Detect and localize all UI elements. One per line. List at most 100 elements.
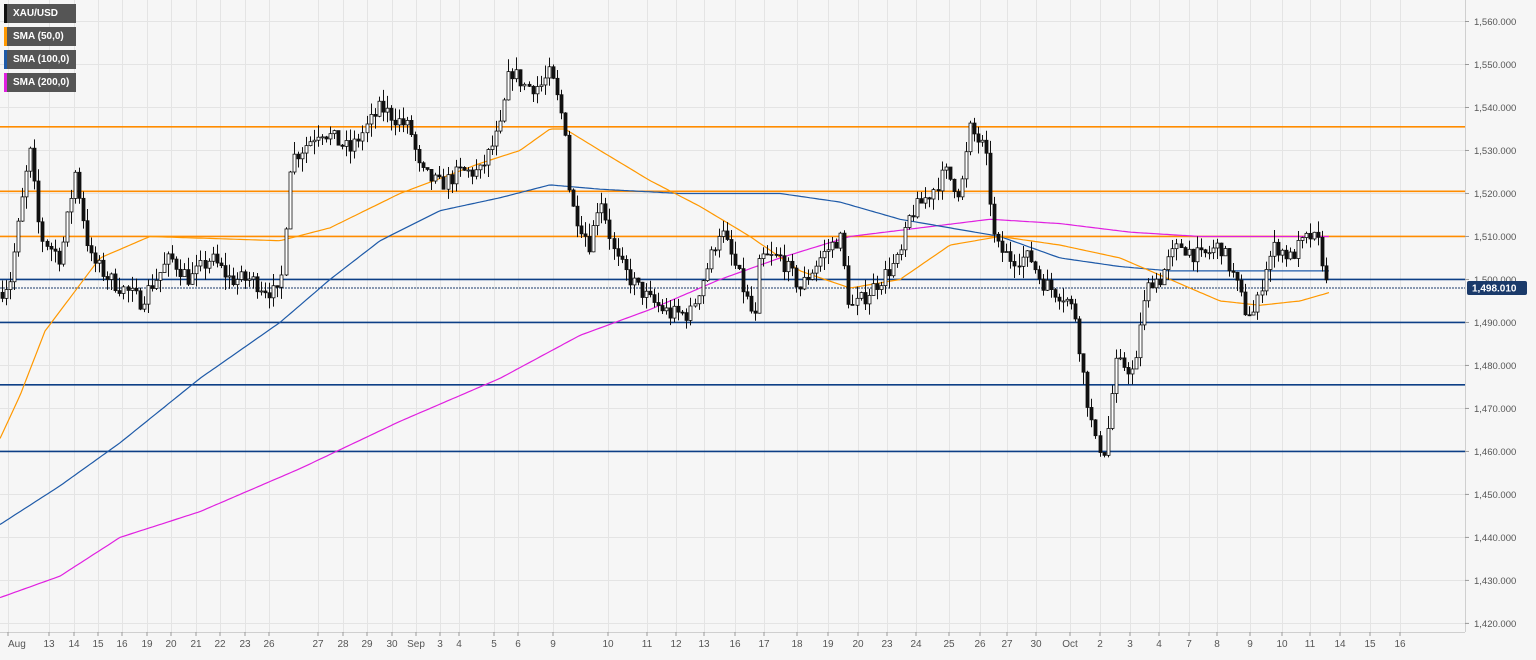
x-tick-label: 15: [1364, 639, 1376, 650]
candle-bear: [636, 277, 641, 283]
candle-bull: [73, 171, 78, 199]
candle-bear: [49, 245, 54, 250]
candle-bear: [401, 118, 406, 126]
candle-bull: [931, 189, 936, 200]
candle-bear: [1324, 265, 1329, 281]
candle-bull: [190, 273, 195, 285]
candle-bear: [948, 166, 953, 180]
legend-item-sma200[interactable]: SMA (200,0): [4, 73, 77, 92]
candle-bear: [243, 271, 248, 281]
candle-bear: [1231, 270, 1236, 273]
candle-bull: [130, 287, 135, 291]
x-tick-label: 20: [852, 639, 864, 650]
candle-bull: [814, 265, 819, 274]
candle-bull: [1114, 357, 1119, 394]
candle-bear: [482, 164, 487, 167]
candle-bull: [915, 198, 920, 218]
candle-bull: [644, 290, 649, 298]
candle-bear: [1203, 249, 1208, 254]
candle-bull: [454, 166, 459, 185]
candle-bull: [802, 276, 807, 290]
candle-bear: [381, 100, 386, 113]
candle-bull: [672, 305, 677, 319]
candle-bull: [259, 290, 264, 293]
candle-bear: [518, 69, 523, 87]
candle-bear: [77, 171, 82, 199]
candle-bull: [12, 251, 17, 283]
moving-averages: [0, 128, 1330, 599]
x-tick-label: 26: [263, 639, 275, 650]
x-tick-label: 9: [1247, 639, 1253, 650]
x-tick-label: 9: [550, 639, 556, 650]
candle-bear: [89, 245, 94, 254]
sma50-line: [0, 128, 1330, 439]
candle-bull: [838, 232, 843, 249]
x-tick-label: 27: [1001, 639, 1013, 650]
x-tick-label: 21: [190, 639, 202, 650]
candle-bear: [834, 241, 839, 249]
candle-bear: [1227, 248, 1232, 272]
candle-bull: [490, 145, 495, 150]
candle-bear: [607, 219, 612, 239]
candle-bull: [211, 253, 216, 262]
candle-bull: [182, 269, 187, 278]
candle-bear: [992, 203, 997, 235]
x-tick-label: 24: [910, 639, 922, 650]
candle-bull: [227, 275, 232, 278]
candle-bear: [1093, 419, 1098, 437]
x-tick-label: 3: [1127, 639, 1133, 650]
y-tick-label: 1,510.000: [1474, 232, 1516, 243]
y-tick-label: 1,530.000: [1474, 146, 1516, 157]
x-tick-label: 19: [822, 639, 834, 650]
candle-bear: [624, 259, 629, 271]
candle-bull: [543, 77, 548, 86]
candle-bull: [1065, 298, 1070, 302]
plot-background: [0, 0, 1465, 632]
x-tick-label: 11: [1305, 639, 1316, 650]
candle-bear: [652, 294, 657, 303]
legend-swatch-sma100: [4, 50, 7, 69]
candle-bull: [1174, 243, 1179, 250]
candle-bull: [1130, 368, 1135, 375]
candle-bear: [1150, 282, 1155, 289]
candle-bull: [65, 211, 70, 243]
candle-bull: [1004, 251, 1009, 253]
legend-item-sma50[interactable]: SMA (50,0): [4, 27, 77, 46]
candle-bear: [794, 267, 799, 288]
x-tick-label: 10: [1276, 639, 1288, 650]
candle-bear: [571, 189, 576, 207]
candle-bear: [53, 248, 58, 252]
candle-bear: [231, 275, 236, 286]
candle-bull: [1304, 232, 1309, 238]
candle-bull: [166, 253, 171, 265]
candle-bear: [583, 233, 588, 237]
candle-bull: [632, 277, 637, 286]
candle-bear: [1284, 249, 1289, 260]
candle-bear: [684, 312, 689, 321]
x-tick-label: Oct: [1062, 639, 1078, 650]
candle-bull: [826, 249, 831, 252]
candle-bull: [1251, 311, 1256, 316]
candle-bear: [1126, 367, 1131, 375]
candle-bull: [397, 118, 402, 126]
candle-bear: [417, 148, 422, 164]
y-tick-label: 1,460.000: [1474, 447, 1516, 458]
candle-bull: [810, 272, 815, 280]
candle-bear: [178, 268, 183, 278]
legend-swatch-sma50: [4, 27, 7, 46]
candle-bear: [1029, 250, 1034, 263]
candle-bull: [154, 279, 159, 289]
candle-bear: [1049, 279, 1054, 290]
candle-bull: [1134, 357, 1139, 370]
candle-bear: [429, 169, 434, 182]
legend-item-xauusd[interactable]: XAU/USD: [4, 4, 77, 23]
x-tick-label: 13: [43, 639, 55, 650]
x-tick-label: 6: [515, 639, 521, 650]
candle-bear: [409, 120, 414, 136]
candle-bear: [462, 167, 467, 171]
legend-item-sma100[interactable]: SMA (100,0): [4, 50, 77, 69]
candle-bear: [579, 225, 584, 235]
candle-bear: [117, 290, 122, 294]
